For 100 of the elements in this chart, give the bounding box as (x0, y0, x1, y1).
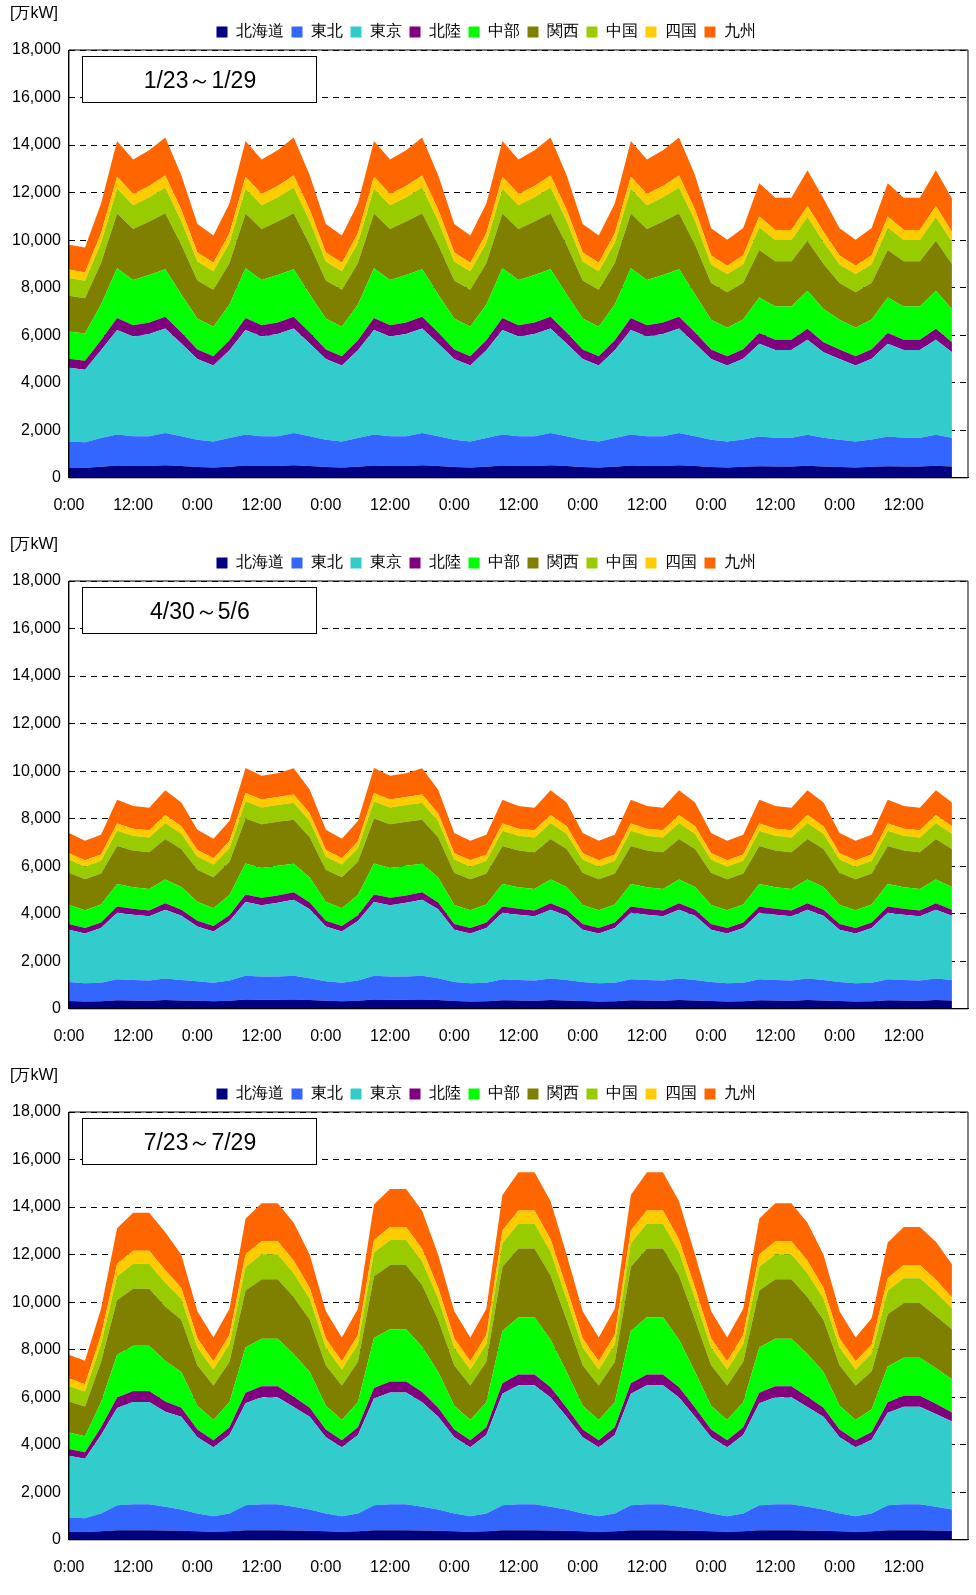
y-tick-label: 18,000 (12, 40, 62, 58)
y-tick-label: 12,000 (12, 1245, 62, 1263)
x-tick-label: 12:00 (241, 495, 282, 513)
legend-label: 中部 (487, 1084, 520, 1102)
x-tick-label: 0:00 (438, 495, 470, 513)
legend-label: 東京 (369, 1084, 402, 1102)
x-tick-label: 0:00 (823, 1557, 856, 1575)
legend-label: 関西 (546, 22, 579, 40)
x-tick-label: 0:00 (310, 1557, 342, 1575)
x-tick-label: 12:00 (498, 1557, 539, 1575)
x-tick-label: 12:00 (626, 1026, 668, 1044)
x-tick-label: 0:00 (181, 1557, 214, 1575)
x-tick-label: 12:00 (113, 495, 154, 513)
legend-label: 中部 (487, 553, 520, 571)
x-tick-label: 12:00 (498, 1026, 539, 1044)
legend-label: 中部 (487, 22, 520, 40)
y-axis-title: [万kW] (10, 4, 58, 22)
x-tick-label: 12:00 (883, 495, 924, 513)
legend-label: 中国 (605, 22, 638, 40)
x-tick-label: 0:00 (823, 495, 856, 513)
x-tick-label: 0:00 (53, 495, 85, 513)
y-tick-label: 16,000 (12, 1149, 62, 1167)
y-tick-label: 18,000 (12, 571, 62, 589)
legend-label: 関西 (546, 553, 579, 571)
y-tick-label: 8,000 (20, 278, 62, 296)
legend-label: 東北 (310, 553, 343, 571)
x-tick-label: 12:00 (241, 1557, 282, 1575)
y-tick-label: 16,000 (12, 87, 62, 105)
x-tick-label: 0:00 (567, 1557, 599, 1575)
x-tick-label: 0:00 (695, 495, 727, 513)
x-tick-label: 0:00 (310, 495, 342, 513)
legend-label: 関西 (546, 1084, 579, 1102)
x-tick-label: 12:00 (370, 495, 411, 513)
y-tick-label: 14,000 (12, 666, 62, 684)
legend-label: 東北 (310, 22, 343, 40)
y-tick-label: 0 (52, 999, 62, 1017)
x-tick-label: 0:00 (567, 1026, 599, 1044)
legend-label: 北海道 (235, 22, 284, 40)
x-tick-label: 0:00 (438, 1557, 470, 1575)
y-tick-label: 18,000 (12, 1102, 62, 1120)
y-tick-label: 2,000 (20, 951, 62, 969)
x-tick-label: 12:00 (113, 1026, 154, 1044)
legend-label: 四国 (664, 553, 697, 571)
y-tick-label: 2,000 (20, 1482, 62, 1500)
legend-label: 北海道 (235, 553, 284, 571)
x-tick-label: 12:00 (883, 1557, 924, 1575)
legend-label: 九州 (723, 1084, 756, 1102)
y-axis-title: [万kW] (10, 535, 58, 553)
legend-label: 北陸 (428, 1084, 461, 1102)
y-tick-label: 6,000 (20, 1387, 62, 1405)
x-tick-label: 0:00 (695, 1026, 727, 1044)
y-tick-label: 4,000 (20, 904, 62, 922)
legend-label: 四国 (664, 22, 697, 40)
x-tick-label: 12:00 (883, 1026, 924, 1044)
y-tick-label: 8,000 (20, 1340, 62, 1358)
x-tick-label: 12:00 (755, 1557, 796, 1575)
legend-label: 北陸 (428, 22, 461, 40)
x-tick-label: 12:00 (498, 495, 539, 513)
y-tick-label: 4,000 (20, 1435, 62, 1453)
x-tick-label: 0:00 (53, 1026, 85, 1044)
y-tick-label: 8,000 (20, 809, 62, 827)
y-tick-label: 16,000 (12, 618, 62, 636)
x-tick-label: 0:00 (823, 1026, 856, 1044)
legend-label: 九州 (723, 553, 756, 571)
x-tick-label: 12:00 (755, 1026, 796, 1044)
y-tick-label: 10,000 (12, 1292, 62, 1310)
x-tick-label: 0:00 (181, 495, 214, 513)
x-tick-label: 12:00 (755, 495, 796, 513)
y-tick-label: 14,000 (12, 1197, 62, 1215)
y-tick-label: 10,000 (12, 230, 62, 248)
y-tick-label: 12,000 (12, 714, 62, 732)
x-tick-label: 12:00 (370, 1557, 411, 1575)
legend-label: 九州 (723, 22, 756, 40)
x-tick-label: 0:00 (53, 1557, 85, 1575)
legend-label: 中国 (605, 553, 638, 571)
legend-label: 北海道 (235, 1084, 284, 1102)
y-axis-title: [万kW] (10, 1066, 58, 1084)
y-tick-label: 4,000 (20, 373, 62, 391)
y-tick-label: 0 (52, 1530, 62, 1548)
x-tick-label: 12:00 (370, 1026, 411, 1044)
x-tick-label: 0:00 (567, 495, 599, 513)
legend-label: 東北 (310, 1084, 343, 1102)
x-tick-label: 0:00 (181, 1026, 214, 1044)
x-tick-label: 0:00 (695, 1557, 727, 1575)
y-tick-label: 10,000 (12, 761, 62, 779)
legend-label: 東京 (369, 553, 402, 571)
x-tick-label: 0:00 (438, 1026, 470, 1044)
y-tick-label: 0 (52, 468, 62, 486)
x-tick-label: 12:00 (113, 1557, 154, 1575)
y-tick-label: 6,000 (20, 856, 62, 874)
x-tick-label: 12:00 (241, 1026, 282, 1044)
y-tick-label: 6,000 (20, 325, 62, 343)
y-tick-label: 12,000 (12, 183, 62, 201)
y-tick-label: 2,000 (20, 420, 62, 438)
y-tick-label: 14,000 (12, 135, 62, 153)
legend-label: 北陸 (428, 553, 461, 571)
x-tick-label: 12:00 (626, 1557, 668, 1575)
legend-label: 中国 (605, 1084, 638, 1102)
x-tick-label: 12:00 (626, 495, 668, 513)
x-tick-label: 0:00 (310, 1026, 342, 1044)
